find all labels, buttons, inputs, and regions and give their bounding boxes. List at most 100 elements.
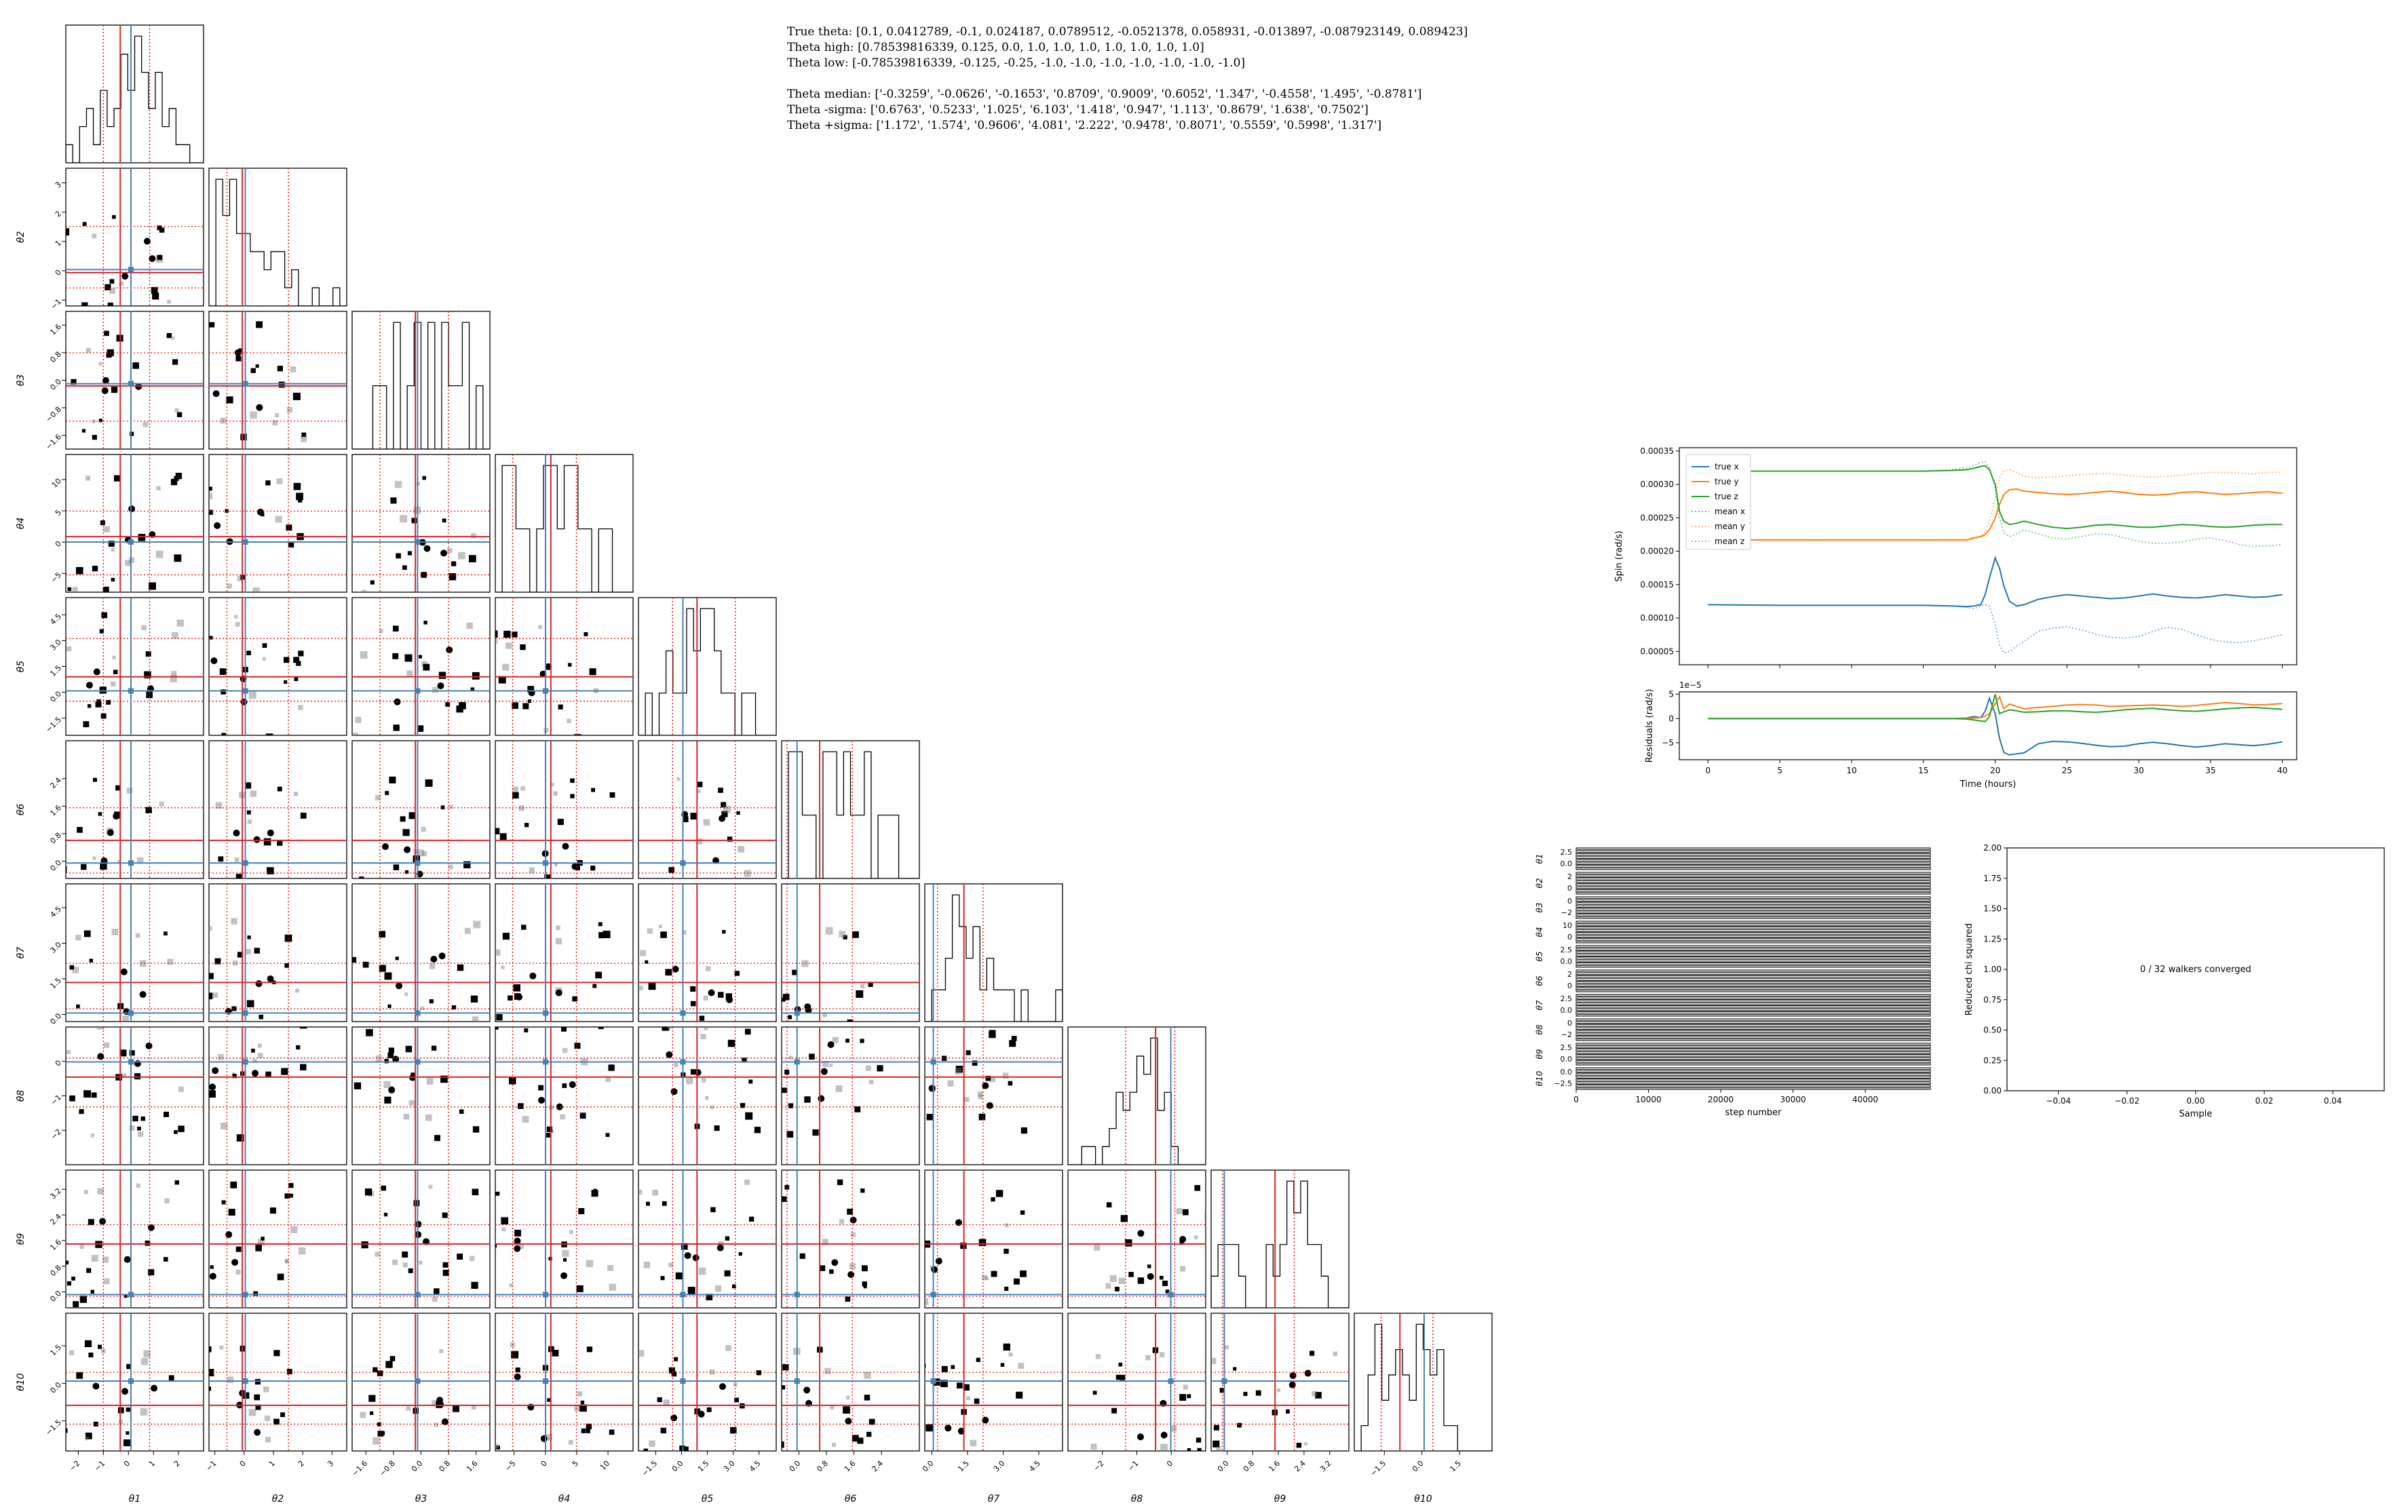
sample-square: [122, 1073, 127, 1078]
sample-dot: [135, 383, 142, 390]
y-tick-label: 0: [54, 268, 63, 277]
true-point: [794, 1292, 800, 1298]
spin-y-tick-label: 0.00015: [1640, 580, 1674, 589]
sample-square: [1160, 1275, 1164, 1280]
sample-square: [995, 1190, 1004, 1197]
sample-square: [832, 1036, 839, 1043]
sample-square: [214, 958, 221, 965]
sample-square: [265, 1071, 271, 1078]
walker-band: [1577, 958, 1930, 961]
sample-square: [608, 1064, 615, 1071]
panel-frame: [638, 1313, 777, 1452]
panel-content: [66, 168, 204, 306]
sample-square: [843, 935, 847, 939]
sample-dot: [267, 829, 274, 836]
sample-dot: [708, 989, 715, 996]
sample-square: [700, 1034, 706, 1040]
x-tick-label: 1.6: [465, 1459, 480, 1474]
x-tick-label: 1: [147, 1459, 157, 1469]
sample-square: [471, 1405, 476, 1410]
sample-square: [290, 1226, 298, 1233]
sample-dot: [254, 1429, 261, 1436]
trace-x-tick-label: 40000: [1852, 1095, 1878, 1104]
sample-square: [124, 560, 131, 566]
sample-square: [788, 1015, 792, 1020]
sample-square: [210, 1265, 214, 1269]
sample-square: [709, 1369, 715, 1375]
true-point: [128, 688, 134, 694]
histogram-theta8: [1068, 1037, 1206, 1165]
sample-square: [111, 577, 115, 582]
sample-square: [1009, 1040, 1016, 1047]
x-tick-label: 0.0: [410, 1459, 425, 1474]
theta-low-line: Theta low: [-0.78539816339, -0.125, -0.2…: [787, 56, 1246, 70]
panel-content: [782, 1027, 919, 1165]
panel-frame: [208, 740, 347, 879]
y-tick-label: −2: [49, 1127, 63, 1142]
sample-square: [451, 1005, 457, 1010]
sample-square: [854, 1106, 861, 1112]
sample-square: [87, 704, 92, 708]
sample-square: [955, 1068, 962, 1075]
sample-square: [847, 1019, 854, 1022]
sample-dot: [388, 1086, 396, 1093]
sample-square: [1011, 1036, 1017, 1041]
sample-square: [864, 1395, 871, 1401]
sample-square: [134, 1073, 141, 1080]
sample-square: [66, 1281, 72, 1286]
sample-square: [360, 651, 368, 659]
walker-band: [1577, 1004, 1930, 1007]
corner-panel-7-5: [638, 883, 777, 1022]
sample-square: [83, 930, 91, 937]
sample-square: [471, 1281, 478, 1290]
sample-square: [748, 1216, 754, 1222]
sample-square: [246, 651, 251, 656]
sample-square: [406, 1406, 411, 1411]
sample-dot: [670, 1414, 678, 1422]
sample-square: [76, 1004, 80, 1009]
x-tick-label: −1.5: [640, 1459, 659, 1478]
sample-square: [170, 675, 177, 682]
y-tick-label: 3.0: [48, 638, 63, 653]
sample-square: [985, 1276, 989, 1281]
sample-square: [1333, 1351, 1338, 1357]
sample-square: [720, 1022, 724, 1026]
sample-square: [352, 733, 358, 735]
sample-square: [978, 1094, 983, 1100]
sample-dot: [252, 1070, 259, 1077]
sample-square: [981, 1275, 987, 1281]
sample-square: [839, 1219, 845, 1224]
sample-square: [96, 1027, 104, 1030]
sample-square: [740, 1103, 746, 1108]
trace-y-tick-label: 0: [1567, 884, 1572, 893]
sample-square: [66, 1428, 68, 1433]
sample-square: [217, 1053, 224, 1060]
sample-square: [423, 663, 430, 671]
walker-band: [1577, 1013, 1930, 1015]
sample-dot: [392, 1055, 400, 1063]
sample-square: [75, 935, 81, 941]
walker-band: [1577, 906, 1930, 909]
sample-square: [529, 867, 535, 874]
sample-square: [408, 1100, 415, 1106]
sample-square: [727, 1039, 735, 1047]
sample-dot: [382, 843, 389, 851]
sample-square: [159, 227, 165, 233]
sample-square: [111, 928, 119, 935]
corner-panel-4-4: [495, 454, 634, 593]
sample-dot: [982, 1416, 989, 1424]
sample-square: [590, 866, 596, 871]
sample-square: [538, 625, 543, 629]
walker-band: [1577, 1069, 1930, 1071]
sample-square: [242, 1392, 250, 1399]
panel-content: [1068, 1313, 1206, 1451]
panel-content: [209, 741, 347, 878]
spin-y-tick-label: 0.00035: [1640, 446, 1674, 456]
sample-square: [457, 1254, 463, 1260]
sample-dot: [147, 1224, 155, 1231]
sample-square: [221, 1200, 226, 1205]
corner-panel-7-7: [924, 883, 1063, 1022]
walker-band: [1577, 1074, 1930, 1077]
sample-square: [852, 931, 859, 938]
